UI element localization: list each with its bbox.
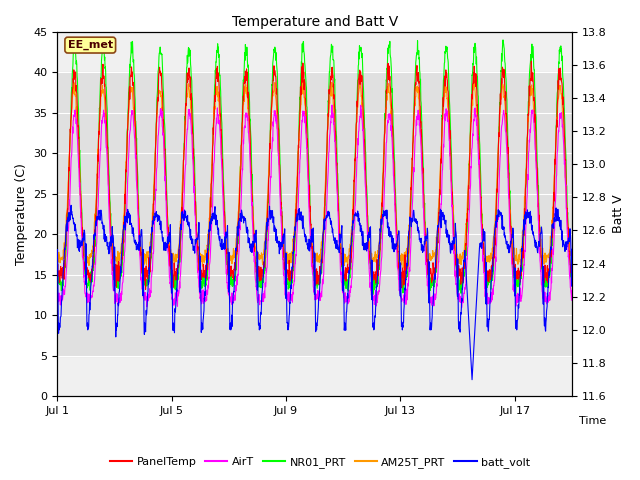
Y-axis label: Batt V: Batt V <box>612 194 625 233</box>
Y-axis label: Temperature (C): Temperature (C) <box>15 163 28 265</box>
Legend: PanelTemp, AirT, NR01_PRT, AM25T_PRT, batt_volt: PanelTemp, AirT, NR01_PRT, AM25T_PRT, ba… <box>106 452 534 472</box>
Title: Temperature and Batt V: Temperature and Batt V <box>232 15 397 29</box>
Bar <box>58 72 572 356</box>
X-axis label: Time: Time <box>579 416 606 426</box>
Text: EE_met: EE_met <box>68 40 113 50</box>
